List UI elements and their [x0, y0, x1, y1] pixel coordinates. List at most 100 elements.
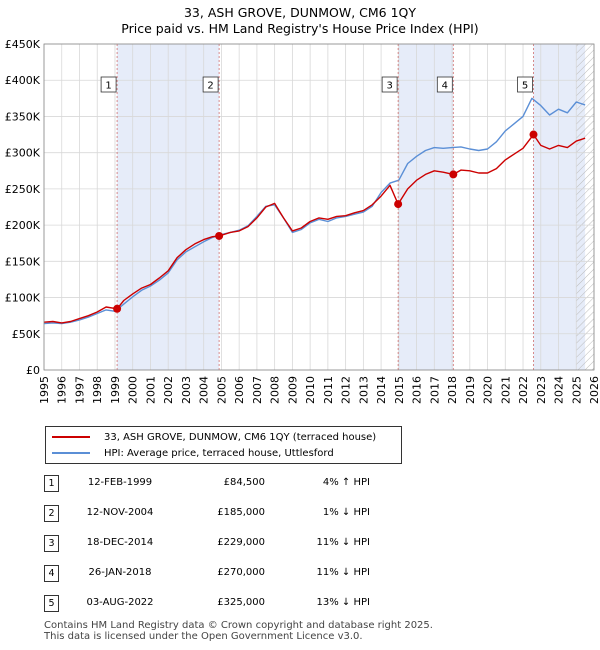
transaction-date: 12-FEB-1999: [87, 477, 153, 488]
transaction-price: £84,500: [223, 477, 265, 488]
x-tick-label: 2010: [304, 376, 317, 404]
y-tick-label: £350K: [5, 110, 41, 123]
x-tick-label: 2005: [215, 376, 228, 404]
x-tick-label: 2013: [357, 376, 370, 404]
sale-label-box: [517, 76, 533, 93]
sale-label: 1: [105, 81, 111, 92]
transaction-hpi-diff: 11% ↓ HPI: [316, 537, 370, 548]
x-tick-label: 2018: [446, 376, 459, 404]
legend-item-property: 33, ASH GROVE, DUNMOW, CM6 1QY (terraced…: [52, 429, 376, 445]
x-tick-label: 2001: [144, 376, 157, 404]
sale-label-box: [202, 76, 219, 93]
sale-label-box: [381, 76, 398, 93]
transaction-number: 2: [44, 505, 59, 522]
shaded-period: [398, 44, 454, 370]
x-tick-label: 2026: [588, 376, 600, 404]
hatched-region: [576, 44, 594, 370]
legend-property-label: 33, ASH GROVE, DUNMOW, CM6 1QY (terraced…: [104, 431, 377, 443]
transaction-price: £270,000: [217, 567, 265, 578]
transaction-date: 26-JAN-2018: [88, 567, 152, 578]
sale-label-box: [436, 76, 453, 93]
transaction-hpi-diff: 13% ↓ HPI: [316, 597, 370, 608]
sale-label: 4: [442, 81, 448, 92]
transaction-number: 3: [44, 535, 59, 552]
y-tick-label: £300K: [5, 147, 41, 160]
x-tick-label: 2007: [251, 376, 264, 404]
footer-licence: This data is licensed under the Open Gov…: [44, 631, 363, 642]
x-tick-label: 2008: [269, 376, 282, 404]
x-tick-label: 1996: [56, 376, 69, 404]
y-tick-label: £250K: [5, 183, 41, 196]
sale-marker: [449, 170, 458, 179]
chart-subtitle: Price paid vs. HM Land Registry's House …: [121, 21, 479, 36]
transaction-price: £325,000: [217, 597, 265, 608]
x-tick-label: 1995: [38, 376, 51, 404]
transaction-hpi-diff: 1% ↓ HPI: [322, 507, 370, 518]
x-tick-label: 2020: [482, 376, 495, 404]
transaction-number: 4: [44, 565, 59, 582]
x-tick-label: 2023: [535, 376, 548, 404]
x-tick-label: 2022: [517, 376, 530, 404]
property-price-line: [43, 133, 586, 324]
transaction-row: 5 03-AUG-2022 £325,000 13% ↓ HPI: [0, 595, 600, 613]
footer: Contains HM Land Registry data © Crown c…: [44, 620, 433, 642]
sale-label: 3: [386, 81, 392, 92]
plot-frame: [43, 43, 595, 371]
price-chart: 1 2 3 4 5 £0 £50K £100K £150K £200K £250K £300K £35…: [5, 38, 600, 404]
legend-item-hpi: HPI: Average price, terraced house, Uttl…: [52, 445, 334, 461]
y-tick-label: £100K: [5, 292, 41, 305]
x-tick-label: 1997: [73, 376, 86, 404]
x-tick-label: 2019: [464, 376, 477, 404]
x-tick-label: 2024: [553, 376, 566, 404]
chart-title: 33, ASH GROVE, DUNMOW, CM6 1QY: [183, 5, 417, 20]
y-tick-label: £400K: [5, 74, 41, 87]
transaction-date: 03-AUG-2022: [86, 597, 154, 608]
transaction-row: 2 12-NOV-2004 £185,000 1% ↓ HPI: [0, 505, 600, 523]
transaction-date: 12-NOV-2004: [86, 507, 154, 518]
transaction-number: 5: [44, 595, 59, 612]
x-tick-label: 2016: [411, 376, 424, 404]
transaction-hpi-diff: 11% ↓ HPI: [316, 567, 370, 578]
sale-label-box: [100, 76, 117, 93]
x-tick-label: 2025: [570, 376, 583, 404]
x-tick-label: 1998: [91, 376, 104, 404]
y-tick-label: £150K: [5, 255, 41, 268]
sale-marker: [394, 200, 403, 209]
hpi-line: [43, 97, 586, 325]
hpi-line-swatch: [52, 452, 90, 454]
x-tick-label: 2000: [127, 376, 140, 404]
sale-label: 2: [207, 81, 213, 92]
x-tick-label: 2015: [393, 376, 406, 404]
y-tick-label: £200K: [5, 219, 41, 232]
x-tick-label: 2017: [428, 376, 441, 404]
property-line-swatch: [52, 436, 90, 438]
x-tick-label: 2011: [322, 376, 335, 404]
legend-hpi-label: HPI: Average price, terraced house, Uttl…: [104, 447, 334, 459]
transaction-date: 18-DEC-2014: [86, 537, 154, 548]
y-tick-label: £50K: [12, 328, 41, 341]
y-tick-label: £0: [26, 364, 40, 377]
legend: 33, ASH GROVE, DUNMOW, CM6 1QY (terraced…: [45, 426, 402, 464]
x-tick-label: 2012: [340, 376, 353, 404]
sale-marker: [113, 304, 122, 313]
footer-copyright: Contains HM Land Registry data © Crown c…: [44, 620, 433, 631]
transaction-price: £185,000: [217, 507, 265, 518]
sale-marker: [529, 130, 538, 139]
x-tick-label: 2004: [198, 376, 211, 404]
sale-marker: [215, 231, 224, 240]
x-tick-label: 1999: [109, 376, 122, 404]
transaction-number: 1: [44, 475, 59, 492]
y-tick-label: £450K: [5, 38, 41, 51]
x-tick-label: 2014: [375, 376, 388, 404]
transaction-price: £229,000: [217, 537, 265, 548]
x-tick-label: 2021: [499, 376, 512, 404]
x-tick-label: 2006: [233, 376, 246, 404]
x-tick-label: 2003: [180, 376, 193, 404]
x-tick-label: 2002: [162, 376, 175, 404]
transaction-row: 4 26-JAN-2018 £270,000 11% ↓ HPI: [0, 565, 600, 583]
x-tick-label: 2009: [286, 376, 299, 404]
sale-label: 5: [522, 81, 528, 92]
transaction-hpi-diff: 4% ↑ HPI: [322, 477, 370, 488]
transaction-row: 3 18-DEC-2014 £229,000 11% ↓ HPI: [0, 535, 600, 553]
transaction-row: 1 12-FEB-1999 £84,500 4% ↑ HPI: [0, 475, 600, 493]
